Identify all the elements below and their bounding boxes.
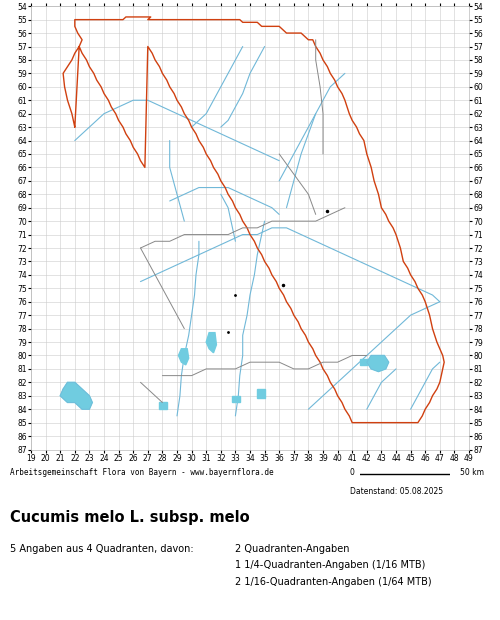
Text: 50 km: 50 km [460,468,484,477]
Text: 2 Quadranten-Angaben: 2 Quadranten-Angaben [235,544,350,554]
Polygon shape [60,383,92,409]
Text: 0: 0 [350,468,355,477]
Polygon shape [206,333,216,353]
Text: 5 Angaben aus 4 Quadranten, davon:: 5 Angaben aus 4 Quadranten, davon: [10,544,194,554]
Text: Cucumis melo L. subsp. melo: Cucumis melo L. subsp. melo [10,510,250,525]
Polygon shape [178,348,188,365]
Text: 2 1/16-Quadranten-Angaben (1/64 MTB): 2 1/16-Quadranten-Angaben (1/64 MTB) [235,577,432,587]
Text: Arbeitsgemeinschaft Flora von Bayern - www.bayernflora.de: Arbeitsgemeinschaft Flora von Bayern - w… [10,468,274,477]
Text: 1 1/4-Quadranten-Angaben (1/16 MTB): 1 1/4-Quadranten-Angaben (1/16 MTB) [235,560,426,570]
Polygon shape [367,355,388,371]
Polygon shape [160,402,167,409]
Polygon shape [258,389,264,399]
Polygon shape [360,360,367,365]
Polygon shape [232,396,240,402]
Text: Datenstand: 05.08.2025: Datenstand: 05.08.2025 [350,487,443,496]
